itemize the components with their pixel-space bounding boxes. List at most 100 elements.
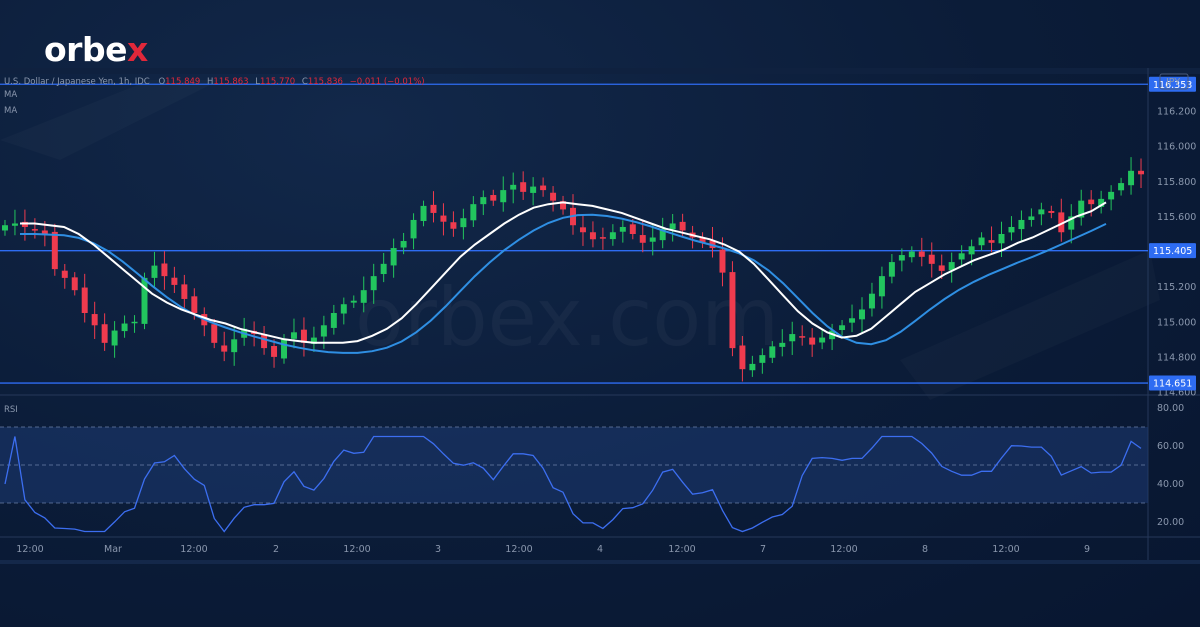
candle-body: [450, 222, 457, 229]
price-tick: 115.200: [1157, 282, 1196, 293]
level-labels: 116.353 115.405 114.651: [1149, 76, 1196, 391]
candle-body: [1078, 200, 1085, 218]
candle-body: [141, 277, 148, 324]
candle-body: [958, 253, 965, 260]
time-tick: 3: [435, 544, 441, 555]
candle-body: [151, 265, 158, 278]
candle-body: [619, 226, 626, 232]
candle-body: [420, 205, 427, 222]
level-label-bg: [1149, 375, 1196, 391]
candle-body: [530, 186, 537, 193]
horizontal-levels: [0, 83, 1148, 384]
candle-body: [1128, 170, 1135, 186]
candle-body: [978, 237, 985, 246]
candle-body: [550, 192, 557, 201]
candle-body: [121, 323, 128, 332]
watermark: orbex.com: [355, 271, 779, 364]
candle-body: [470, 204, 477, 221]
logo-x-letter: x: [126, 30, 148, 69]
time-tick: 4: [597, 544, 603, 555]
time-axis-ticks: 12:00 Mar 12:00 2 12:00 3 12:00 4 12:00 7 12:00 8 12…: [16, 544, 1090, 555]
candle-body: [1058, 212, 1065, 233]
candle-body: [340, 304, 347, 314]
candle-body: [1118, 183, 1125, 191]
candle-body: [440, 215, 447, 222]
candle-body: [1048, 211, 1055, 213]
candle-body: [769, 346, 776, 358]
candle-body: [799, 336, 806, 338]
currency-badge[interactable]: [1159, 73, 1189, 90]
candle-body: [51, 231, 58, 270]
candle-body: [111, 330, 118, 346]
candle-body: [400, 241, 407, 248]
slow-ma-line: [20, 213, 1107, 354]
candle-body: [320, 325, 327, 337]
candle-body: [271, 346, 278, 357]
candle-body: [609, 232, 616, 240]
candle-body: [191, 296, 198, 313]
candle-body: [1088, 199, 1095, 205]
candle-body: [480, 197, 487, 205]
candle-body: [1068, 216, 1075, 230]
candle-body: [181, 284, 188, 299]
candle-body: [629, 224, 636, 234]
candle-body: [81, 287, 88, 313]
candle-body: [360, 290, 367, 303]
level-label: 115.405: [1153, 246, 1192, 257]
candle-body: [61, 270, 68, 278]
candle-body: [41, 230, 48, 234]
candle-body: [1138, 170, 1145, 175]
time-tick: 12:00: [180, 544, 207, 555]
symbol-name: U.S. Dollar / Japanese Yen, 1h, IDC: [4, 77, 150, 87]
candle-body: [1108, 191, 1115, 200]
rsi-tick: 20.00: [1157, 517, 1184, 528]
candle-body: [101, 324, 108, 343]
price-tick: 115.000: [1157, 317, 1196, 328]
candle-body: [719, 249, 726, 273]
candle-body: [759, 355, 766, 363]
time-tick: 12:00: [992, 544, 1019, 555]
candle-body: [928, 254, 935, 264]
candle-body: [649, 237, 656, 242]
candle-body: [1038, 209, 1045, 215]
candle-body: [1028, 216, 1035, 220]
candle-body: [161, 263, 168, 277]
candle-body: [938, 265, 945, 271]
candle-body: [540, 185, 547, 191]
candle-body: [699, 237, 706, 243]
price-tick: 114.800: [1157, 352, 1196, 363]
candle-body: [390, 248, 397, 266]
fast-ma-line: [20, 201, 1107, 344]
candle-body: [849, 318, 856, 323]
candle-body: [589, 232, 596, 240]
candle-body: [171, 277, 178, 285]
ma-legend-2: MA: [4, 106, 17, 116]
candle-body: [749, 363, 756, 371]
candle-body: [131, 321, 138, 324]
logo-word: orbe: [44, 30, 127, 69]
candle-body: [560, 201, 567, 210]
candle-body: [918, 251, 925, 257]
candle-body: [520, 182, 527, 192]
bottom-bar: [0, 560, 1200, 564]
candle-body: [221, 345, 228, 352]
candle-body: [350, 300, 357, 303]
time-tick: 8: [922, 544, 928, 555]
orbex-logo: orbex: [44, 30, 148, 69]
price-tick: 115.800: [1157, 177, 1196, 188]
candle-body: [868, 293, 875, 309]
time-tick: 2: [273, 544, 279, 555]
candle-body: [659, 228, 666, 241]
bg-stroke: [0, 80, 220, 160]
candle-body: [31, 229, 38, 231]
candle-body: [490, 195, 497, 201]
candle-body: [71, 277, 78, 291]
candle-body: [1098, 198, 1105, 207]
candle-body: [579, 227, 586, 233]
candle-body: [1018, 219, 1025, 230]
candle-body: [410, 219, 417, 239]
candle-body: [948, 262, 955, 271]
candle-body: [988, 240, 995, 243]
